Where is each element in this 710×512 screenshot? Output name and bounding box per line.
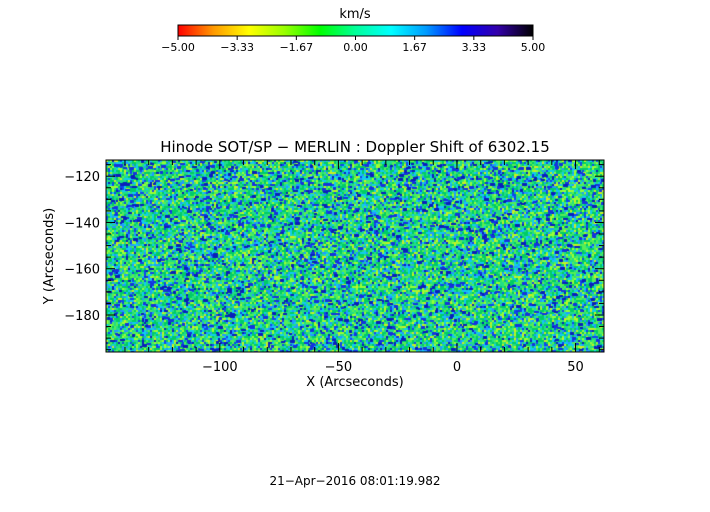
- colorbar-gradient: [177, 24, 534, 37]
- colorbar-group: km/s −5.00 −3.33 −1.67 0.00 1.67 3.33 5.00: [161, 7, 545, 54]
- colorbar-tick-label: −3.33: [220, 41, 254, 54]
- colorbar-tick-label: −1.67: [279, 41, 313, 54]
- y-axis-label: Y (Arcseconds): [42, 208, 57, 305]
- y-tick-label: −160: [64, 263, 100, 278]
- chart-title: Hinode SOT/SP − MERLIN : Doppler Shift o…: [160, 138, 550, 156]
- colorbar-tick-label: 0.00: [343, 41, 368, 54]
- plot-frame: [105, 159, 605, 353]
- y-tick-label: −140: [64, 216, 100, 231]
- colorbar-ticks: −5.00 −3.33 −1.67 0.00 1.67 3.33 5.00: [161, 36, 545, 54]
- doppler-heatmap: [106, 160, 604, 352]
- y-tick-label: −180: [64, 309, 100, 324]
- x-tick-label: −50: [325, 360, 352, 375]
- colorbar-tick-label: 5.00: [521, 41, 546, 54]
- colorbar-unit-label: km/s: [339, 7, 371, 22]
- colorbar-tick-label: −5.00: [161, 41, 195, 54]
- x-axis-label: X (Arcseconds): [306, 375, 403, 390]
- x-axis: −100 −50 0 50: [124, 160, 600, 375]
- plot-area: −100 −50 0 50 −120 −140 −160 −180 X (Arcsecond…: [42, 159, 605, 390]
- y-tick-label: −120: [64, 170, 100, 185]
- footer-timestamp: 21−Apr−2016 08:01:19.982: [269, 474, 440, 488]
- colorbar-tick-label: 3.33: [462, 41, 487, 54]
- x-tick-label: 0: [453, 360, 461, 375]
- x-tick-label: −100: [202, 360, 238, 375]
- colorbar-tick-label: 1.67: [402, 41, 427, 54]
- x-tick-label: 50: [567, 360, 584, 375]
- y-axis: −120 −140 −160 −180: [64, 164, 604, 351]
